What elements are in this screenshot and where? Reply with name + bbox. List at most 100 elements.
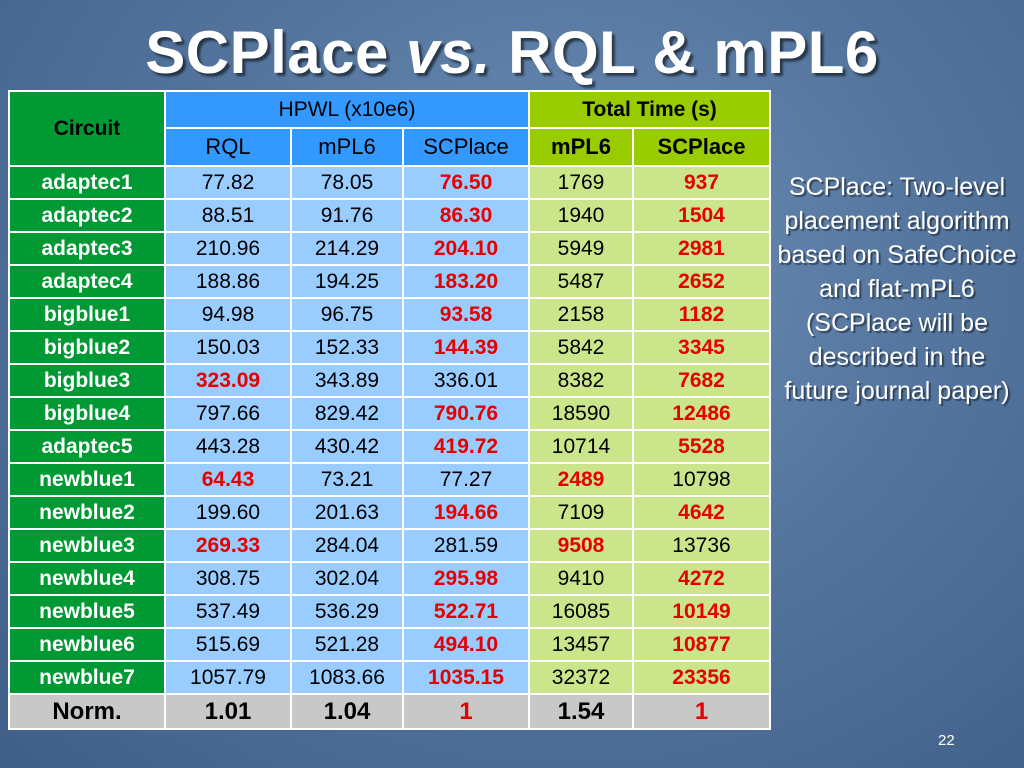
title-rest: RQL & mPL6 [508,19,879,86]
table-row: newblue5 537.49 536.29 522.71 16085 10149 [8,594,772,629]
table-row: bigblue3 323.09 343.89 336.01 8382 7682 [8,363,772,398]
cell-circuit: adaptec1 [8,165,166,200]
cell-hpwl-mpl6: 73.21 [290,462,404,497]
cell-hpwl-mpl6: 201.63 [290,495,404,530]
cell-hpwl-mpl6: 152.33 [290,330,404,365]
cell-circuit: newblue2 [8,495,166,530]
cell-circuit: adaptec5 [8,429,166,464]
cell-circuit: newblue6 [8,627,166,662]
cell-hpwl-scplace: 419.72 [402,429,530,464]
side-note-description: SCPlace: Two-level placement algorithm b… [777,173,1017,303]
cell-hpwl-rql: 64.43 [164,462,292,497]
norm-row: Norm. 1.01 1.04 1 1.54 1 [8,693,772,730]
table-row: bigblue4 797.66 829.42 790.76 18590 12486 [8,396,772,431]
table-row: bigblue2 150.03 152.33 144.39 5842 3345 [8,330,772,365]
results-table: Circuit HPWL (x10e6) Total Time (s) RQL … [8,90,772,730]
cell-time-scplace: 4272 [631,561,772,596]
cell-time-mpl6: 9410 [528,561,634,596]
cell-time-mpl6: 16085 [528,594,634,629]
cell-hpwl-scplace: 295.98 [402,561,530,596]
cell-time-scplace: 7682 [631,363,772,398]
cell-hpwl-rql: 1057.79 [164,660,292,695]
cell-hpwl-scplace: 183.20 [402,264,530,299]
cell-hpwl-rql: 537.49 [164,594,292,629]
cell-hpwl-mpl6: 78.05 [290,165,404,200]
cell-hpwl-mpl6: 829.42 [290,396,404,431]
norm-hpwl-rql: 1.01 [164,693,292,730]
slide-title: SCPlace vs. RQL & mPL6 [0,18,1024,87]
subheader-time-scplace: SCPlace [631,127,772,167]
cell-hpwl-mpl6: 521.28 [290,627,404,662]
cell-hpwl-scplace: 76.50 [402,165,530,200]
header-row: Circuit HPWL (x10e6) Total Time (s) [8,90,772,167]
cell-time-scplace: 2652 [631,264,772,299]
norm-hpwl-scplace: 1 [402,693,530,730]
cell-hpwl-mpl6: 302.04 [290,561,404,596]
norm-time-mpl6: 1.54 [528,693,634,730]
cell-time-scplace: 13736 [631,528,772,563]
cell-hpwl-rql: 515.69 [164,627,292,662]
cell-hpwl-rql: 94.98 [164,297,292,332]
cell-time-mpl6: 2158 [528,297,634,332]
cell-time-mpl6: 8382 [528,363,634,398]
cell-hpwl-rql: 269.33 [164,528,292,563]
header-hpwl: HPWL (x10e6) [164,90,530,129]
table-row: adaptec1 77.82 78.05 76.50 1769 937 [8,165,772,200]
cell-circuit: newblue3 [8,528,166,563]
cell-hpwl-mpl6: 194.25 [290,264,404,299]
cell-time-mpl6: 9508 [528,528,634,563]
cell-circuit: adaptec2 [8,198,166,233]
side-note-remark: (SCPlace will be described in the future… [784,309,1010,405]
cell-time-mpl6: 1769 [528,165,634,200]
cell-hpwl-scplace: 144.39 [402,330,530,365]
table-row: bigblue1 94.98 96.75 93.58 2158 1182 [8,297,772,332]
cell-time-scplace: 1504 [631,198,772,233]
norm-hpwl-mpl6: 1.04 [290,693,404,730]
cell-hpwl-rql: 188.86 [164,264,292,299]
cell-hpwl-rql: 210.96 [164,231,292,266]
cell-hpwl-rql: 77.82 [164,165,292,200]
cell-time-scplace: 4642 [631,495,772,530]
cell-circuit: bigblue3 [8,363,166,398]
cell-circuit: bigblue4 [8,396,166,431]
cell-time-scplace: 10877 [631,627,772,662]
cell-hpwl-mpl6: 284.04 [290,528,404,563]
cell-circuit: adaptec4 [8,264,166,299]
cell-circuit: newblue7 [8,660,166,695]
cell-hpwl-rql: 797.66 [164,396,292,431]
table-row: newblue4 308.75 302.04 295.98 9410 4272 [8,561,772,596]
cell-time-mpl6: 18590 [528,396,634,431]
cell-time-mpl6: 1940 [528,198,634,233]
cell-circuit: newblue4 [8,561,166,596]
cell-hpwl-mpl6: 343.89 [290,363,404,398]
table-row: adaptec5 443.28 430.42 419.72 10714 5528 [8,429,772,464]
cell-time-scplace: 937 [631,165,772,200]
cell-time-scplace: 2981 [631,231,772,266]
cell-hpwl-mpl6: 214.29 [290,231,404,266]
cell-hpwl-scplace: 281.59 [402,528,530,563]
table-row: adaptec2 88.51 91.76 86.30 1940 1504 [8,198,772,233]
cell-time-scplace: 5528 [631,429,772,464]
cell-hpwl-mpl6: 91.76 [290,198,404,233]
cell-time-mpl6: 5842 [528,330,634,365]
cell-time-mpl6: 10714 [528,429,634,464]
cell-time-mpl6: 5487 [528,264,634,299]
subheader-row: RQL mPL6 SCPlace mPL6 SCPlace [9,127,772,167]
header-circuit: Circuit [8,90,166,167]
cell-hpwl-scplace: 1035.15 [402,660,530,695]
cell-time-scplace: 12486 [631,396,772,431]
side-note: SCPlace: Two-level placement algorithm b… [776,170,1018,408]
norm-time-scplace: 1 [631,693,772,730]
cell-time-scplace: 10798 [631,462,772,497]
cell-hpwl-scplace: 93.58 [402,297,530,332]
cell-hpwl-scplace: 77.27 [402,462,530,497]
table-row: adaptec3 210.96 214.29 204.10 5949 2981 [8,231,772,266]
cell-time-scplace: 3345 [631,330,772,365]
norm-label: Norm. [8,693,166,730]
cell-time-mpl6: 5949 [528,231,634,266]
cell-time-scplace: 23356 [631,660,772,695]
cell-hpwl-mpl6: 1083.66 [290,660,404,695]
cell-hpwl-scplace: 194.66 [402,495,530,530]
table-row: newblue6 515.69 521.28 494.10 13457 10877 [8,627,772,662]
cell-time-mpl6: 7109 [528,495,634,530]
